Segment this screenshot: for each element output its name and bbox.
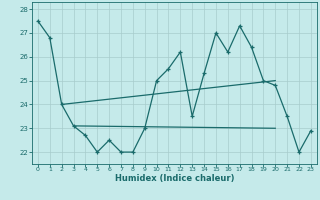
X-axis label: Humidex (Indice chaleur): Humidex (Indice chaleur) bbox=[115, 174, 234, 183]
